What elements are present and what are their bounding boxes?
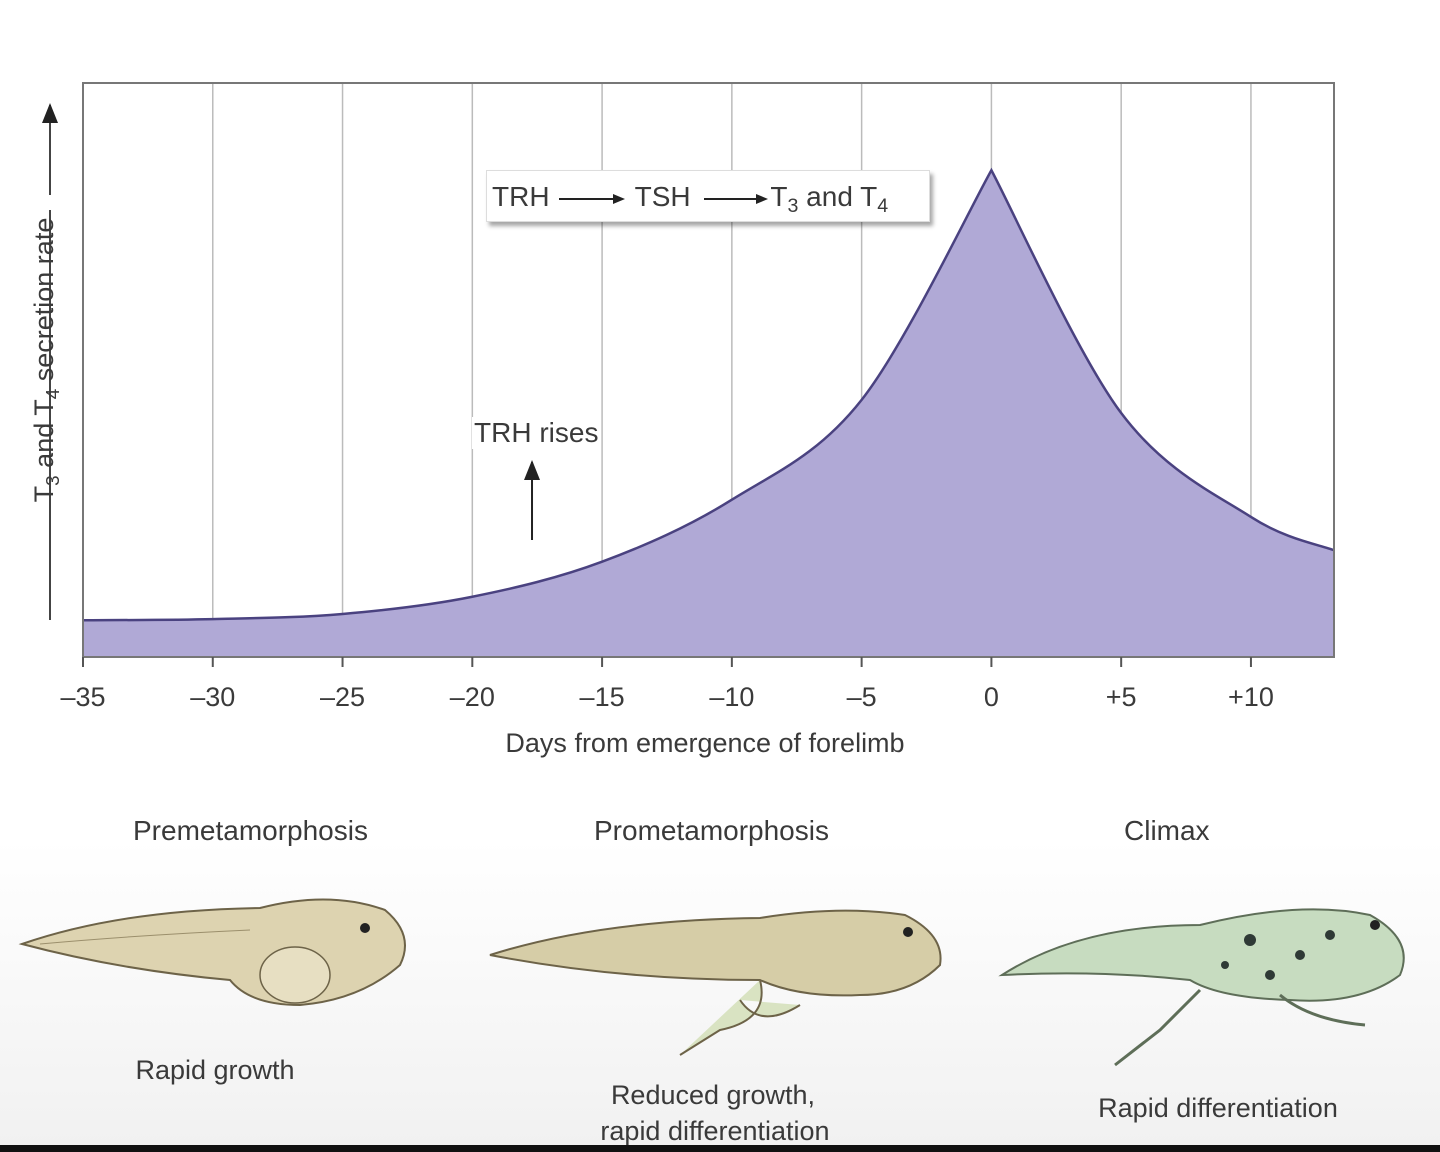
caption-rapid-growth: Rapid growth [135, 1055, 295, 1085]
phase-prometamorphosis: Prometamorphosis [594, 815, 829, 846]
plot-frame [82, 82, 1335, 658]
illustration-background [0, 840, 1440, 1145]
y-axis-title: T3 and T4 secretion rate [29, 217, 64, 503]
tadpole-illustrations [18, 898, 1405, 1067]
caption-reduced-growth-line2: rapid differentiation [600, 1116, 830, 1146]
t3-t4-label: T3 and T4 [770, 181, 889, 217]
tadpole-premetamorphosis-image [18, 898, 406, 1007]
secretion-area [83, 170, 1334, 658]
tsh-label: TSH [634, 181, 691, 212]
x-tick-label: –10 [709, 682, 754, 712]
x-tick-label: –25 [320, 682, 365, 712]
x-tick-label: –35 [60, 682, 105, 712]
hormone-cascade-box: TRH TSH T3 and T4 [486, 170, 930, 222]
x-axis-ticks: –35 –30 –25 –20 –15 –10 –5 0 +5 +10 [60, 657, 1274, 712]
x-tick-label: +10 [1228, 682, 1274, 712]
trh-rises-annotation: TRH rises [472, 417, 601, 449]
x-tick-label: +5 [1106, 682, 1137, 712]
x-axis-title: Days from emergence of forelimb [505, 728, 904, 758]
x-tick-label: 0 [984, 682, 999, 712]
arrow-right-icon [559, 194, 626, 204]
bottom-bar [0, 1145, 1440, 1152]
phase-climax: Climax [1124, 815, 1210, 846]
x-tick-label: –20 [450, 682, 495, 712]
x-tick-label: –15 [580, 682, 625, 712]
caption-rapid-differentiation: Rapid differentiation [1098, 1093, 1338, 1123]
caption-reduced-growth-line1: Reduced growth, [610, 1080, 816, 1110]
tadpole-climax-image [998, 908, 1405, 1067]
arrow-right-icon [704, 194, 769, 204]
secretion-curve [82, 167, 1335, 622]
trh-label: TRH [492, 181, 550, 212]
x-tick-label: –5 [847, 682, 877, 712]
phase-premetamorphosis: Premetamorphosis [133, 815, 368, 846]
secretion-chart: –35 –30 –25 –20 –15 –10 –5 0 +5 +10 Days from eme… [42, 82, 1335, 758]
tadpole-prometamorphosis-image [489, 909, 942, 1056]
x-tick-label: –30 [190, 682, 235, 712]
